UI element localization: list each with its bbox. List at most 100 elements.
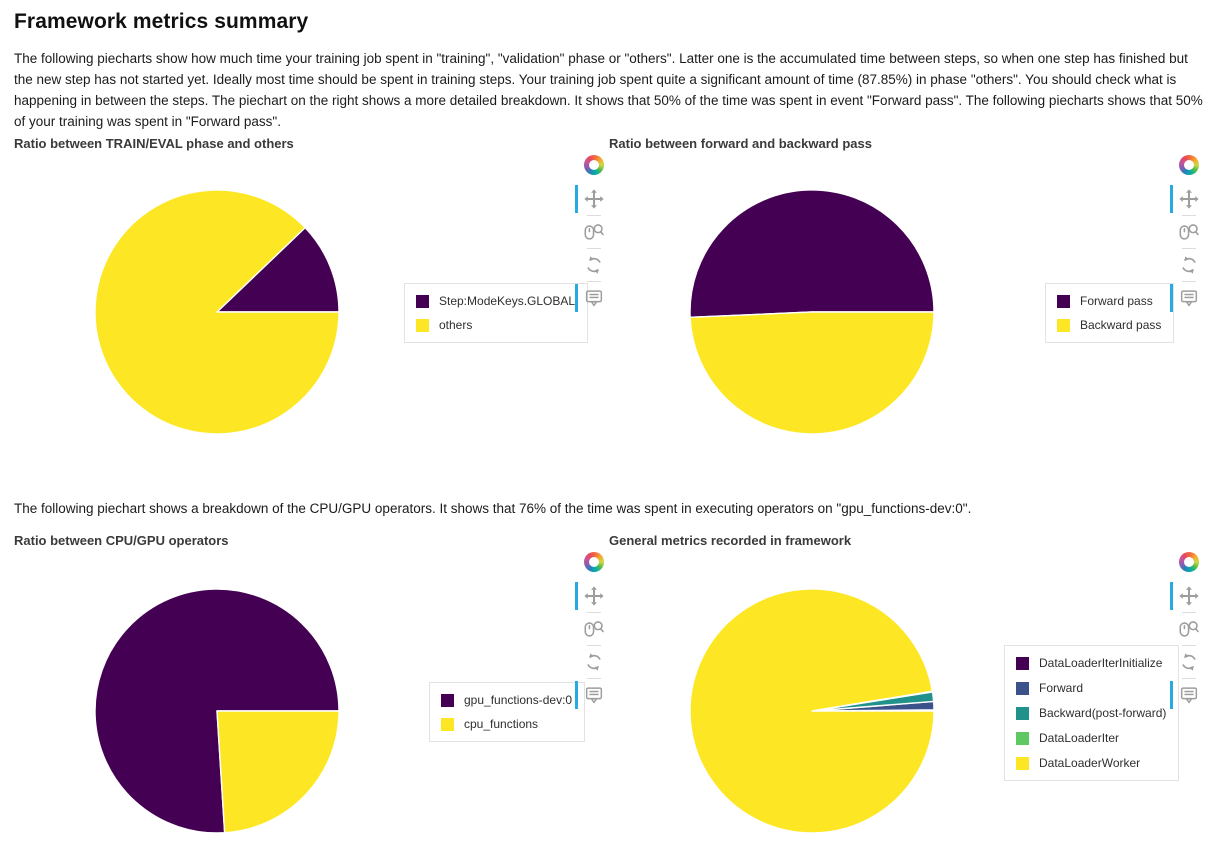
bokeh-logo-icon xyxy=(1179,155,1199,175)
bokeh-toolbar xyxy=(575,552,608,709)
wheel-zoom-tool-button[interactable] xyxy=(1178,221,1200,243)
legend-label: others xyxy=(439,318,473,332)
bokeh-logo-icon xyxy=(584,155,604,175)
bokeh-logo-icon xyxy=(1179,552,1199,572)
pan-tool-button[interactable] xyxy=(1170,582,1200,610)
reset-tool-button[interactable] xyxy=(583,254,605,276)
pie-slice-step-modekeys-global[interactable] xyxy=(216,226,340,313)
plot-area: DataLoaderIterInitialize Forward Backward(… xyxy=(609,551,1204,843)
toolbar-separator xyxy=(1182,645,1196,646)
pie-slice-backward-pass[interactable] xyxy=(689,311,935,435)
hover-tool-button[interactable] xyxy=(575,681,605,709)
toolbar-separator xyxy=(587,281,601,282)
legend-label: Forward pass xyxy=(1080,294,1153,308)
bokeh-logo[interactable] xyxy=(584,552,604,572)
legend-swatch xyxy=(416,318,429,332)
legend: Forward pass Backward pass xyxy=(1045,283,1175,343)
wheel-zoom-icon xyxy=(1179,224,1199,240)
hover-icon xyxy=(1180,687,1198,704)
legend-swatch xyxy=(416,294,429,308)
legend-label: DataLoaderIterInitialize xyxy=(1039,656,1163,670)
toolbar-separator xyxy=(1182,678,1196,679)
toolbar-separator xyxy=(1182,612,1196,613)
charts-row-2: Ratio between CPU/GPU operators gpu_func… xyxy=(14,533,1204,843)
pie-chart-framework-metrics[interactable] xyxy=(682,581,942,841)
wheel-zoom-icon xyxy=(584,621,604,637)
plot-area: Step:ModeKeys.GLOBAL others xyxy=(14,154,609,462)
legend: gpu_functions-dev:0 cpu_functions xyxy=(429,682,586,742)
reset-tool-button[interactable] xyxy=(1178,254,1200,276)
chart-general-framework-metrics: General metrics recorded in framework Da… xyxy=(609,533,1204,843)
wheel-zoom-tool-button[interactable] xyxy=(1178,618,1200,640)
legend-swatch xyxy=(1057,294,1070,308)
legend-swatch xyxy=(1016,681,1029,695)
page-title: Framework metrics summary xyxy=(14,10,309,33)
wheel-zoom-tool-button[interactable] xyxy=(583,618,605,640)
toolbar-separator xyxy=(587,612,601,613)
toolbar-separator xyxy=(587,215,601,216)
pie-chart-forward-backward[interactable] xyxy=(682,182,942,442)
wheel-zoom-icon xyxy=(584,224,604,240)
bokeh-toolbar xyxy=(575,155,608,312)
cpu-gpu-paragraph: The following piechart shows a breakdown… xyxy=(14,501,972,516)
wheel-zoom-tool-button[interactable] xyxy=(583,221,605,243)
bokeh-toolbar xyxy=(1170,155,1203,312)
pan-icon xyxy=(584,586,604,606)
wheel-zoom-icon xyxy=(1179,621,1199,637)
legend-swatch xyxy=(1016,756,1029,770)
legend-item: DataLoaderIter xyxy=(1016,731,1166,745)
toolbar-separator xyxy=(1182,281,1196,282)
legend-item: Step:ModeKeys.GLOBAL xyxy=(416,294,575,308)
reset-tool-button[interactable] xyxy=(1178,651,1200,673)
pie-chart-cpu-gpu[interactable] xyxy=(87,581,347,841)
chart-title: General metrics recorded in framework xyxy=(609,533,852,548)
legend-swatch xyxy=(1057,318,1070,332)
chart-forward-backward: Ratio between forward and backward pass … xyxy=(609,136,1204,462)
reset-icon xyxy=(1182,653,1196,671)
pie-slice-forward-pass[interactable] xyxy=(689,189,935,319)
chart-cpu-gpu-operators: Ratio between CPU/GPU operators gpu_func… xyxy=(14,533,609,843)
legend-swatch xyxy=(1016,731,1029,745)
legend-label: Step:ModeKeys.GLOBAL xyxy=(439,294,576,308)
legend-label: gpu_functions-dev:0 xyxy=(464,693,573,707)
hover-tool-button[interactable] xyxy=(575,284,605,312)
legend-item: DataLoaderIterInitialize xyxy=(1016,656,1166,670)
legend-item: Backward(post-forward) xyxy=(1016,706,1166,720)
chart-title: Ratio between forward and backward pass xyxy=(609,136,872,151)
pan-tool-button[interactable] xyxy=(575,185,605,213)
pie-slice-dataloaderworker[interactable] xyxy=(689,588,935,834)
toolbar-separator xyxy=(587,645,601,646)
reset-icon xyxy=(587,256,601,274)
pan-tool-button[interactable] xyxy=(575,582,605,610)
legend-label: Forward xyxy=(1039,681,1084,695)
charts-row-1: Ratio between TRAIN/EVAL phase and other… xyxy=(14,136,1204,462)
bokeh-logo[interactable] xyxy=(1179,155,1199,175)
hover-tool-button[interactable] xyxy=(1170,284,1200,312)
hover-tool-button[interactable] xyxy=(1170,681,1200,709)
pan-icon xyxy=(584,189,604,209)
chart-title: Ratio between CPU/GPU operators xyxy=(14,533,229,548)
legend-label: cpu_functions xyxy=(464,717,539,731)
hover-icon xyxy=(1180,290,1198,307)
pie-slice-cpu-functions[interactable] xyxy=(216,710,340,834)
legend-swatch xyxy=(1016,706,1029,720)
bokeh-toolbar xyxy=(1170,552,1203,709)
reset-icon xyxy=(587,653,601,671)
toolbar-separator xyxy=(1182,215,1196,216)
hover-icon xyxy=(585,290,603,307)
legend-item: Forward pass xyxy=(1057,294,1161,308)
legend-item: Forward xyxy=(1016,681,1166,695)
toolbar-separator xyxy=(587,678,601,679)
reset-tool-button[interactable] xyxy=(583,651,605,673)
legend-label: Backward pass xyxy=(1080,318,1162,332)
legend: DataLoaderIterInitialize Forward Backward(… xyxy=(1004,645,1180,781)
pie-slice-others[interactable] xyxy=(94,189,340,435)
bokeh-logo[interactable] xyxy=(1179,552,1199,572)
bokeh-logo[interactable] xyxy=(584,155,604,175)
bokeh-logo-icon xyxy=(584,552,604,572)
legend-label: DataLoaderWorker xyxy=(1039,756,1141,770)
plot-area: Forward pass Backward pass xyxy=(609,154,1204,462)
pie-chart-train-eval[interactable] xyxy=(87,182,347,442)
pan-tool-button[interactable] xyxy=(1170,185,1200,213)
